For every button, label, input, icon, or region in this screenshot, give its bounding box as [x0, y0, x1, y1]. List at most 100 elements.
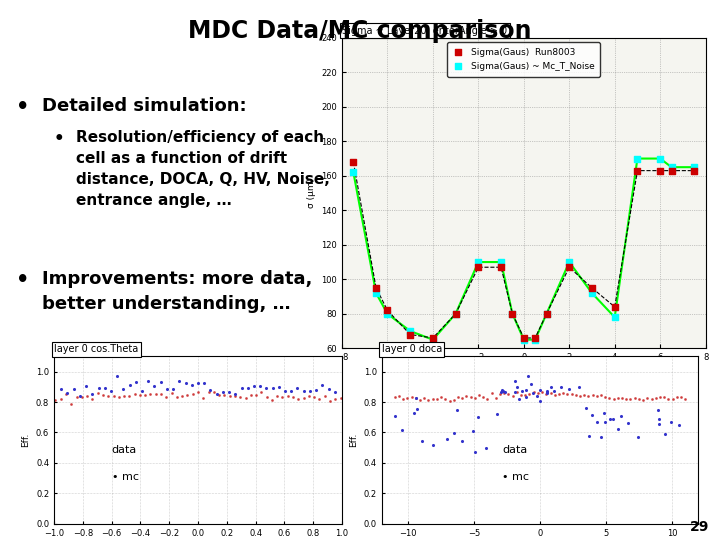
Sigma(Gaus) ~ Mc_T_Noise	[586, 289, 598, 298]
Point	[273, 383, 284, 391]
Point	[467, 427, 479, 435]
Point	[603, 394, 615, 402]
Point	[319, 392, 330, 401]
Point	[480, 444, 492, 453]
Point	[410, 394, 422, 402]
Point	[230, 390, 241, 399]
Point	[261, 384, 272, 393]
Point	[549, 390, 560, 399]
Point	[534, 397, 546, 406]
Point	[292, 384, 303, 393]
Point	[431, 394, 443, 403]
Point	[625, 395, 636, 403]
Point	[329, 388, 341, 396]
Point	[599, 418, 611, 427]
Point	[660, 430, 671, 438]
Point	[390, 411, 401, 420]
Point	[523, 389, 535, 398]
Text: data: data	[112, 446, 137, 456]
Point	[50, 395, 61, 404]
Sigma(Gaus) ~ Mc_T_Noise	[631, 154, 643, 163]
Sigma(Gaus) ~ Mc_T_Noise	[564, 258, 575, 266]
Sigma(Gaus)  Run8003	[495, 263, 507, 272]
Sigma(Gaus)  Run8003	[654, 166, 666, 175]
Point	[654, 393, 666, 402]
Point	[665, 417, 677, 426]
Sigma(Gaus)  Run8003	[382, 306, 393, 315]
Point	[653, 419, 665, 428]
Point	[498, 389, 510, 398]
Point	[557, 389, 569, 397]
X-axis label: driftD /(mm): driftD /(mm)	[496, 368, 552, 377]
Point	[658, 393, 670, 401]
Point	[197, 393, 209, 402]
Point	[632, 433, 644, 442]
Point	[314, 395, 325, 404]
Point	[86, 395, 98, 403]
Point	[124, 381, 135, 389]
Point	[276, 393, 288, 401]
Point	[174, 376, 185, 385]
Sigma(Gaus)  Run8003	[688, 166, 700, 175]
Legend: Sigma(Gaus)  Run8003, Sigma(Gaus) ~ Mc_T_Noise: Sigma(Gaus) Run8003, Sigma(Gaus) ~ Mc_T_…	[448, 42, 600, 77]
Text: 29: 29	[690, 519, 709, 534]
Point	[456, 394, 468, 403]
Point	[600, 393, 611, 402]
Point	[564, 385, 575, 394]
Text: MDC Data/MC comparison: MDC Data/MC comparison	[188, 19, 532, 43]
Point	[279, 387, 291, 396]
Point	[389, 393, 400, 401]
Point	[408, 409, 420, 417]
Point	[520, 390, 531, 399]
Sigma(Gaus)  Run8003	[348, 158, 359, 166]
Sigma(Gaus) ~ Mc_T_Noise	[348, 168, 359, 177]
Point	[251, 390, 262, 399]
Point	[612, 425, 624, 434]
Point	[591, 392, 603, 401]
Point	[449, 429, 460, 437]
Point	[261, 393, 272, 402]
Point	[582, 392, 594, 400]
Point	[298, 394, 310, 402]
Point	[423, 395, 434, 404]
Point	[528, 389, 539, 398]
Point	[509, 388, 521, 396]
Point	[650, 394, 662, 403]
Point	[528, 388, 539, 396]
Point	[461, 392, 472, 401]
Point	[62, 388, 73, 397]
Point	[68, 384, 79, 393]
Sigma(Gaus) ~ Mc_T_Noise	[495, 258, 507, 266]
Sigma(Gaus) ~ Mc_T_Noise	[450, 309, 462, 318]
Text: Detailed simulation:: Detailed simulation:	[42, 97, 246, 115]
Point	[637, 395, 649, 404]
Point	[204, 386, 216, 394]
Point	[465, 393, 477, 402]
Point	[298, 387, 310, 395]
Point	[477, 393, 489, 402]
Point	[680, 395, 691, 403]
Point	[229, 392, 240, 400]
Point	[546, 382, 557, 391]
Point	[541, 389, 552, 397]
Point	[224, 392, 235, 400]
Point	[452, 393, 464, 402]
Point	[495, 387, 507, 396]
Y-axis label: Eff.: Eff.	[22, 433, 30, 447]
Point	[473, 413, 485, 422]
Sigma(Gaus)  Run8003	[518, 334, 529, 342]
Point	[507, 392, 518, 400]
Point	[439, 394, 451, 403]
Point	[267, 384, 279, 393]
Point	[510, 377, 521, 386]
Point	[192, 379, 204, 387]
Point	[583, 431, 595, 440]
Point	[402, 394, 413, 402]
Point	[473, 391, 485, 400]
Sigma(Gaus) ~ Mc_T_Noise	[370, 289, 382, 298]
Point	[448, 396, 459, 404]
Point	[129, 389, 140, 398]
Point	[444, 397, 455, 406]
Sigma(Gaus)  Run8003	[529, 334, 541, 342]
Point	[570, 391, 582, 400]
